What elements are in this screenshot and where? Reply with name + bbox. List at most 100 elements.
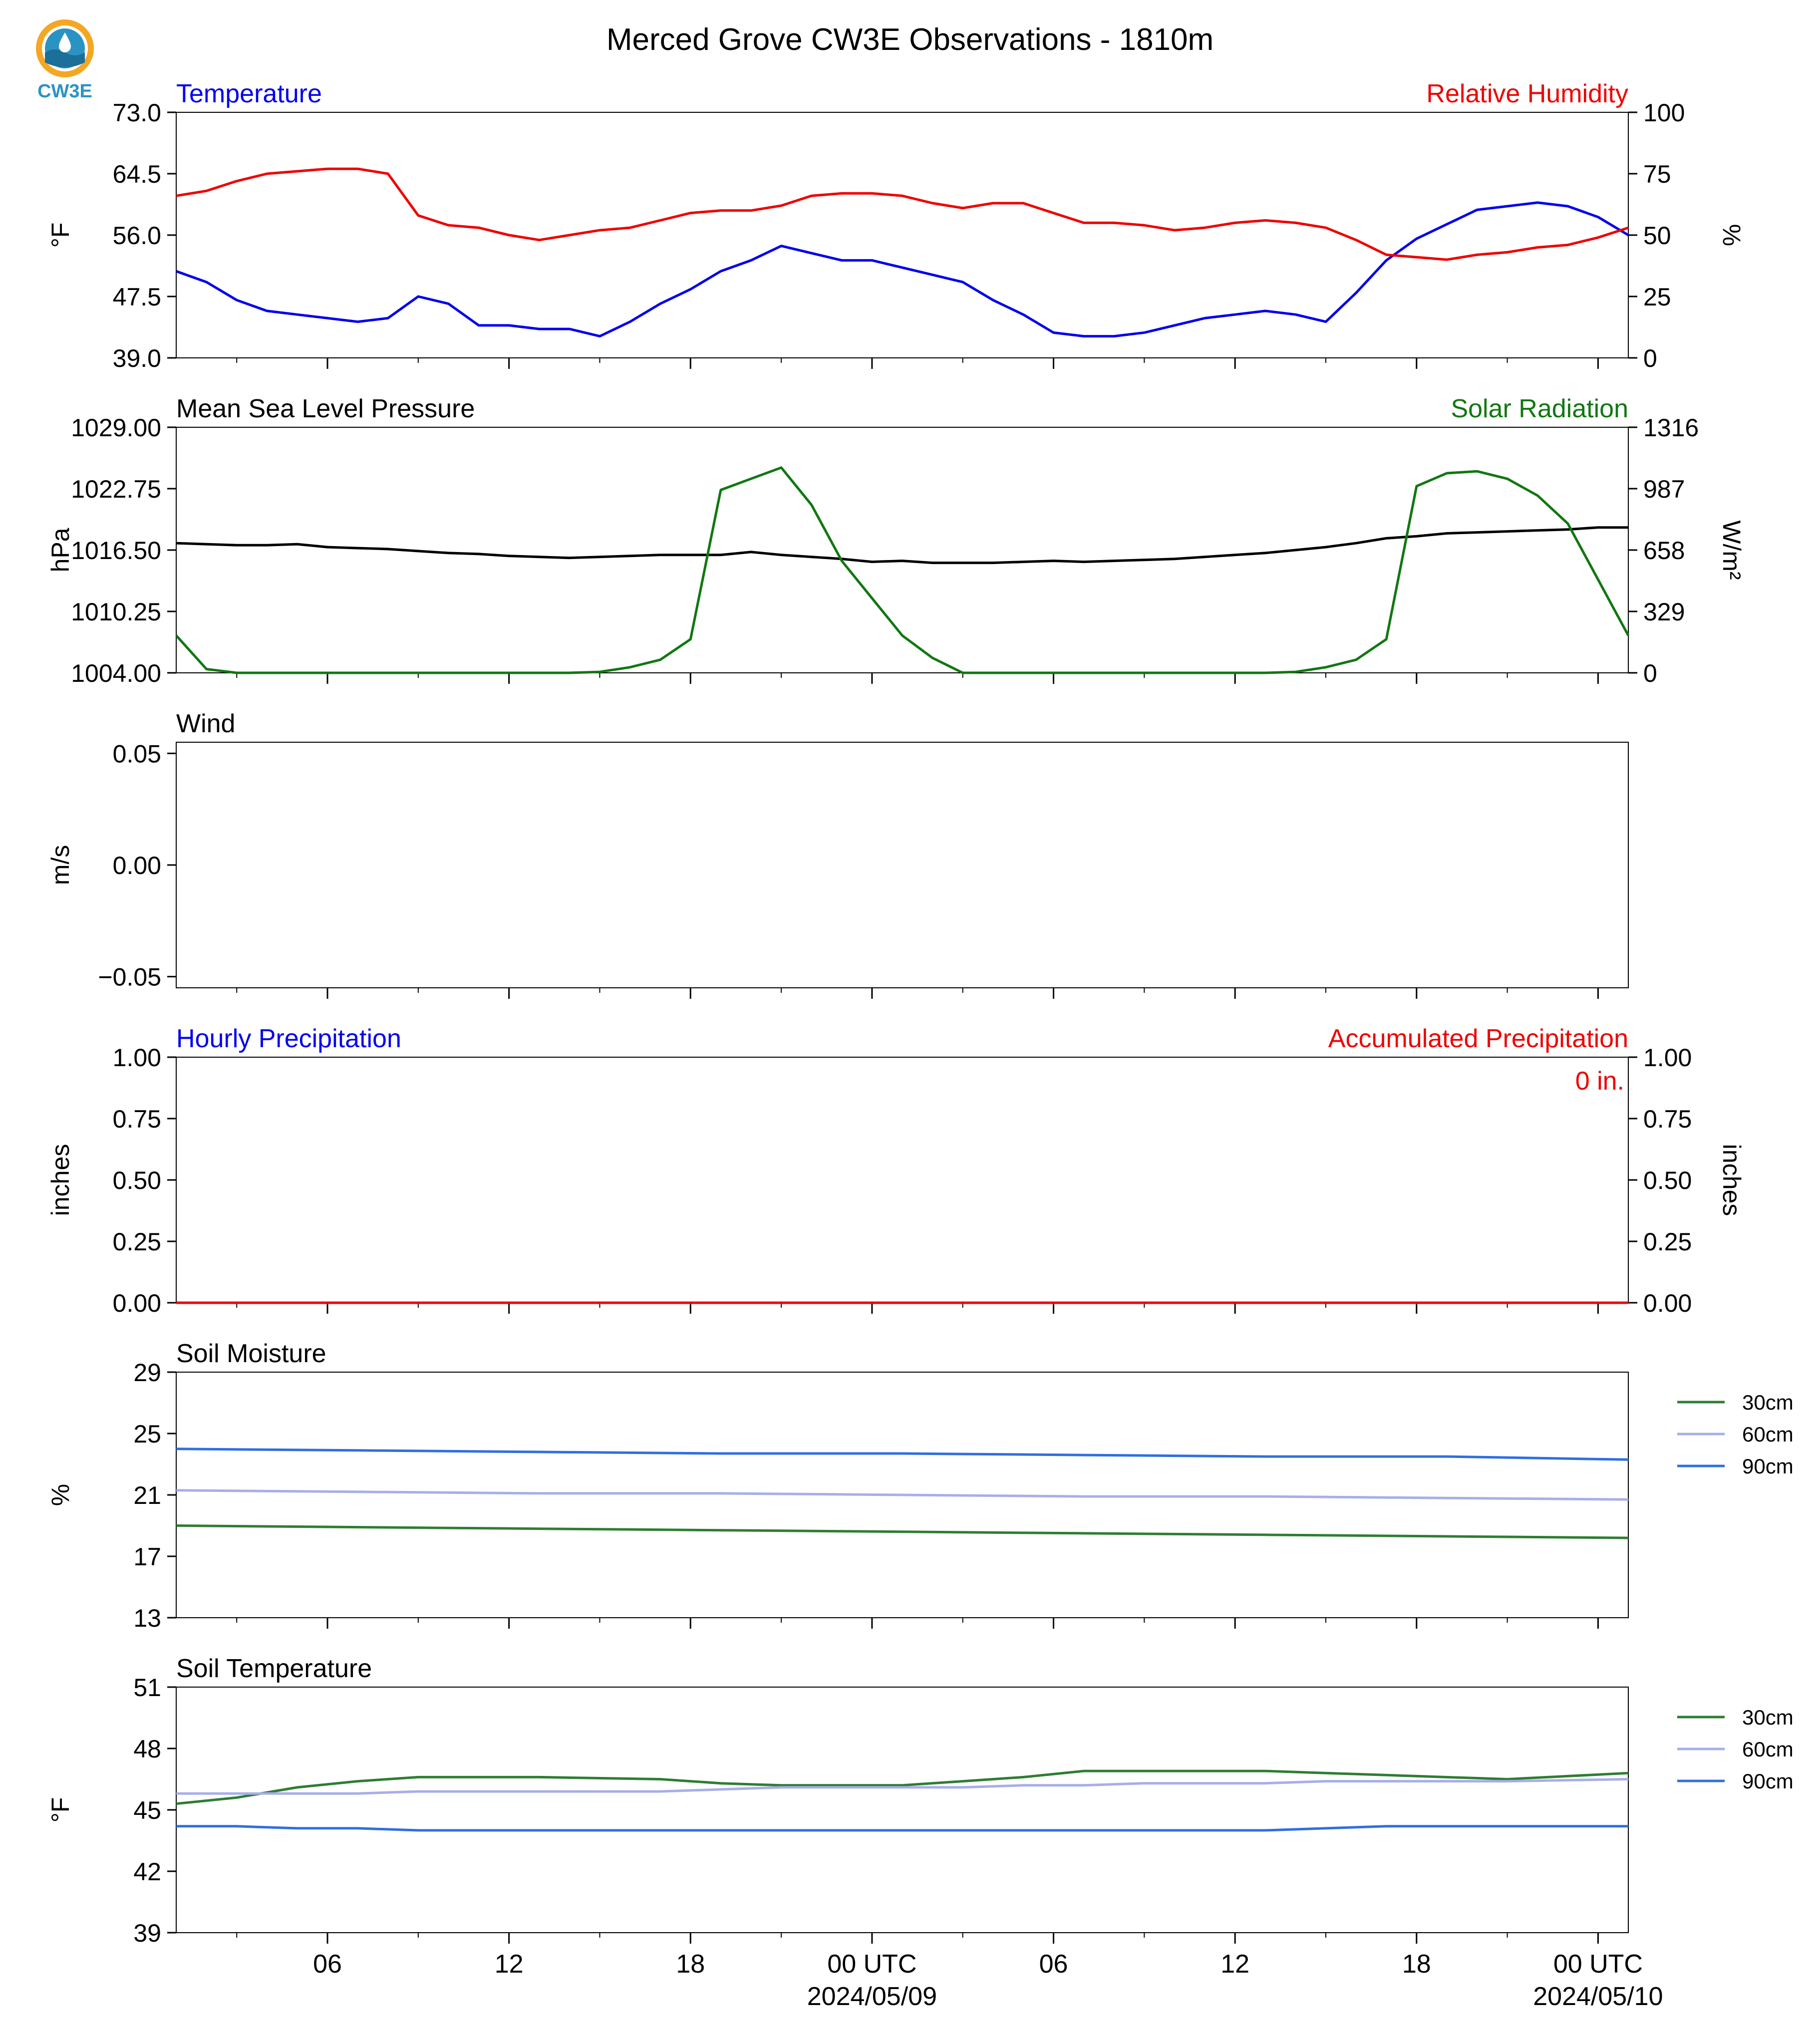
panel-right-title: Relative Humidity (1426, 79, 1628, 108)
panel-pressure-solar: Mean Sea Level Pressure Solar Radiation 10… (46, 394, 1746, 687)
panels-group: Temperature Relative Humidity 39.0 47.5 56.0… (46, 79, 1794, 2011)
y-axis-label: % (46, 1484, 74, 1506)
y-tick-label: 1022.75 (71, 475, 161, 503)
y-tick-label: 0.05 (113, 740, 161, 768)
panel-left-title: Soil Moisture (176, 1339, 326, 1368)
x-tick-label: 18 (1402, 1950, 1431, 1979)
y-tick-label: 17 (133, 1543, 161, 1571)
series-line-90cm (176, 1825, 1628, 1832)
x-tick-label: 06 (313, 1950, 342, 1979)
y-right-tick-label: 75 (1643, 160, 1671, 188)
y-tick-label: 47.5 (113, 283, 161, 311)
y-right-tick-label: 658 (1643, 537, 1685, 565)
panel-left-title: Temperature (176, 79, 322, 108)
legend: 30cm 60cm 90cm (1677, 1391, 1794, 1478)
y-right-tick-label: 100 (1643, 99, 1685, 127)
y-tick-label: 45 (133, 1796, 161, 1824)
legend-label: 30cm (1742, 1391, 1794, 1414)
y-axis-label: inches (46, 1144, 74, 1216)
y-axis-label: °F (46, 223, 74, 248)
y-tick-label: 48 (133, 1735, 161, 1763)
x-tick-label: 00 UTC (1553, 1950, 1643, 1979)
x-tick-label: 00 UTC (827, 1950, 916, 1979)
legend-label: 60cm (1742, 1738, 1794, 1761)
x-tick-label: 12 (1220, 1950, 1249, 1979)
panel-right-title: Accumulated Precipitation (1328, 1024, 1628, 1053)
y-tick-label: 0.75 (113, 1105, 161, 1133)
series-line-solar-radiation (175, 466, 1630, 674)
y-tick-label: 0.25 (113, 1228, 161, 1256)
x-axis-labels: 06 12 18 00 UTC 06 12 18 00 UTC 2024/05/09 2024/0… (313, 1950, 1663, 2011)
series-line-90cm (176, 1448, 1629, 1461)
figure-title: Merced Grove CW3E Observations - 1810m (607, 22, 1213, 57)
y-right-tick-label: 0.25 (1643, 1228, 1692, 1256)
panel-soil-moisture: Soil Moisture 13 17 21 25 29% 30cm 60cm 90cm (46, 1339, 1794, 1632)
series-line-temperature (176, 201, 1629, 338)
y-tick-label: 51 (133, 1674, 161, 1702)
y-axis-label: m/s (46, 845, 74, 885)
series-line-30cm (176, 1524, 1629, 1539)
y-tick-label: 1.00 (113, 1044, 161, 1072)
x-tick-label: 06 (1039, 1950, 1068, 1979)
x-date-label: 2024/05/10 (1533, 1982, 1663, 2011)
logo-text: CW3E (37, 81, 92, 102)
y-tick-label: 64.5 (113, 160, 161, 188)
series-line-mean-sea-level-pressure (176, 526, 1628, 565)
series-line-relative-humidity (176, 167, 1629, 261)
y-right-tick-label: 987 (1643, 475, 1685, 503)
y-right-tick-label: 1.00 (1643, 1044, 1692, 1072)
y-right-axis-label: inches (1718, 1144, 1746, 1216)
legend-label: 90cm (1742, 1454, 1794, 1478)
y-tick-label: 29 (133, 1359, 161, 1387)
x-tick-label: 12 (495, 1950, 524, 1979)
panel-left-title: Soil Temperature (176, 1654, 372, 1683)
legend-label: 30cm (1742, 1706, 1794, 1729)
y-tick-label: 0.50 (113, 1166, 161, 1194)
y-tick-label: 42 (133, 1858, 161, 1886)
y-right-axis-label: % (1718, 224, 1746, 246)
series-line-60cm (176, 1778, 1629, 1795)
y-axis-label: °F (46, 1797, 74, 1823)
plot-frame (176, 1057, 1629, 1303)
y-right-tick-label: 50 (1643, 222, 1671, 250)
y-right-axis-label: W/m² (1718, 520, 1746, 579)
y-tick-label: 1016.50 (71, 537, 161, 565)
y-tick-label: −0.05 (98, 963, 161, 991)
x-tick-label: 18 (676, 1950, 705, 1979)
panel-precipitation: Hourly Precipitation Accumulated Precipit… (46, 1024, 1746, 1317)
series-line-30cm (176, 1769, 1629, 1805)
y-right-tick-label: 0.50 (1643, 1166, 1692, 1194)
y-tick-label: 0.00 (113, 852, 161, 879)
y-right-tick-label: 329 (1643, 598, 1685, 626)
panel-soil-temperature: Soil Temperature 39 42 45 48 51 °F 30cm 60cm 90cm (46, 1654, 1794, 1947)
panel-right-title: Solar Radiation (1451, 394, 1628, 423)
y-tick-label: 1010.25 (71, 598, 161, 626)
y-tick-label: 25 (133, 1420, 161, 1448)
cw3e-logo-icon: CW3E (36, 19, 94, 102)
cw3e-logo: CW3E (30, 17, 100, 102)
x-date-label: 2024/05/09 (807, 1982, 937, 2011)
panel-left-title: Mean Sea Level Pressure (176, 394, 475, 423)
y-right-tick-label: 0 (1643, 344, 1657, 372)
series-line-60cm (176, 1489, 1629, 1501)
y-tick-label: 13 (133, 1604, 161, 1632)
y-right-tick-label: 1316 (1643, 414, 1699, 442)
plot-frame (176, 112, 1629, 358)
y-tick-label: 21 (133, 1481, 161, 1509)
plot-frame (176, 742, 1629, 988)
panel-left-title: Hourly Precipitation (176, 1024, 401, 1053)
y-tick-label: 39 (133, 1919, 161, 1947)
y-right-tick-label: 0.00 (1643, 1289, 1692, 1317)
y-tick-label: 1029.00 (71, 414, 161, 442)
plot-frame (176, 1687, 1629, 1933)
y-tick-label: 0.00 (113, 1289, 161, 1317)
y-tick-label: 1004.00 (71, 659, 161, 687)
y-right-tick-label: 0.75 (1643, 1105, 1692, 1133)
y-tick-label: 39.0 (113, 344, 161, 372)
panel-wind: Wind −0.05 0.00 0.05 m/s (46, 709, 1629, 999)
legend-label: 60cm (1742, 1423, 1794, 1446)
y-tick-label: 56.0 (113, 222, 161, 250)
y-right-tick-label: 0 (1643, 659, 1657, 687)
legend-label: 90cm (1742, 1769, 1794, 1793)
